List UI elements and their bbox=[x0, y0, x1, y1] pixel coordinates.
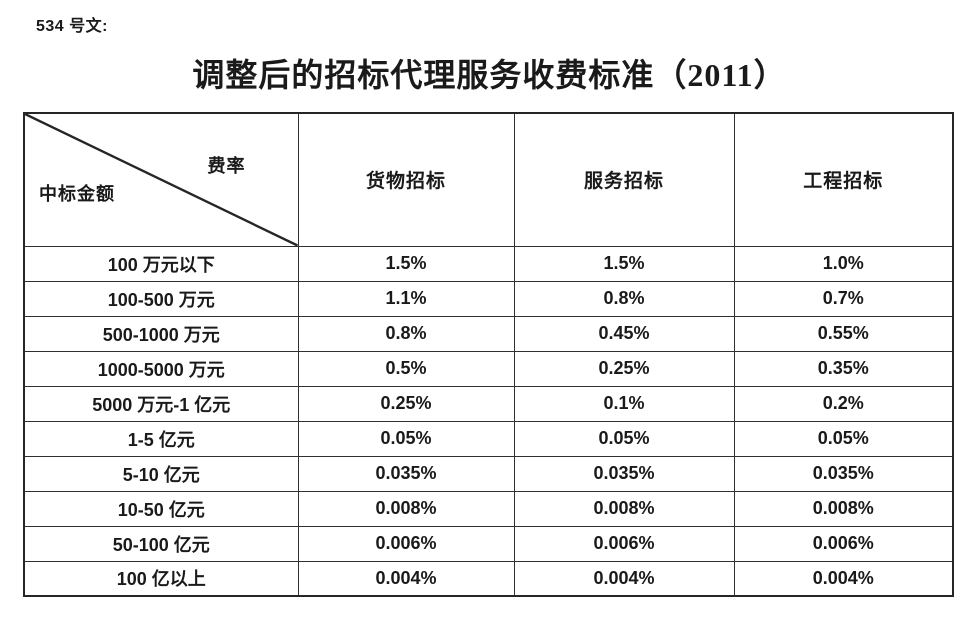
header-row: 费率 中标金额 货物招标 服务招标 工程招标 bbox=[23, 112, 954, 247]
table-row: 100 万元以下 1.5% 1.5% 1.0% bbox=[23, 245, 954, 282]
goods-rate-cell: 0.5% bbox=[297, 350, 515, 387]
service-rate-cell: 0.004% bbox=[513, 560, 735, 597]
goods-rate-cell: 0.008% bbox=[297, 490, 515, 527]
row-label-cell: 100-500 万元 bbox=[23, 280, 299, 317]
service-rate-cell: 0.006% bbox=[513, 525, 735, 562]
service-rate-cell: 0.25% bbox=[513, 350, 735, 387]
row-label-cell: 1-5 亿元 bbox=[23, 420, 299, 457]
row-label-cell: 5000 万元-1 亿元 bbox=[23, 385, 299, 422]
engineering-rate-cell: 0.05% bbox=[733, 420, 954, 457]
service-rate-cell: 0.008% bbox=[513, 490, 735, 527]
table-row: 50-100 亿元 0.006% 0.006% 0.006% bbox=[23, 525, 954, 562]
diagonal-divider-line bbox=[25, 114, 298, 246]
row-label-cell: 10-50 亿元 bbox=[23, 490, 299, 527]
engineering-rate-cell: 0.2% bbox=[733, 385, 954, 422]
engineering-rate-cell: 0.35% bbox=[733, 350, 954, 387]
service-rate-cell: 0.035% bbox=[513, 455, 735, 492]
service-rate-cell: 0.45% bbox=[513, 315, 735, 352]
engineering-rate-cell: 0.7% bbox=[733, 280, 954, 317]
row-label-cell: 1000-5000 万元 bbox=[23, 350, 299, 387]
engineering-rate-cell: 0.035% bbox=[733, 455, 954, 492]
service-rate-cell: 0.1% bbox=[513, 385, 735, 422]
table-row: 10-50 亿元 0.008% 0.008% 0.008% bbox=[23, 490, 954, 527]
goods-rate-cell: 0.8% bbox=[297, 315, 515, 352]
doc-number: 534 号文: bbox=[36, 18, 108, 35]
service-rate-cell: 0.8% bbox=[513, 280, 735, 317]
corner-header-cell: 费率 中标金额 bbox=[23, 112, 299, 247]
row-label-cell: 5-10 亿元 bbox=[23, 455, 299, 492]
table-row: 5000 万元-1 亿元 0.25% 0.1% 0.2% bbox=[23, 385, 954, 422]
column-header-goods-tender: 货物招标 bbox=[297, 112, 515, 247]
column-header-service-tender: 服务招标 bbox=[513, 112, 735, 247]
engineering-rate-cell: 0.55% bbox=[733, 315, 954, 352]
table-row: 100-500 万元 1.1% 0.8% 0.7% bbox=[23, 280, 954, 317]
page-title: 调整后的招标代理服务收费标准（2011） bbox=[192, 57, 787, 93]
service-rate-cell: 0.05% bbox=[513, 420, 735, 457]
goods-rate-cell: 0.25% bbox=[297, 385, 515, 422]
goods-rate-cell: 0.004% bbox=[297, 560, 515, 597]
column-header-engineering-tender: 工程招标 bbox=[733, 112, 954, 247]
engineering-rate-cell: 1.0% bbox=[733, 245, 954, 282]
goods-rate-cell: 1.1% bbox=[297, 280, 515, 317]
engineering-rate-cell: 0.008% bbox=[733, 490, 954, 527]
row-label-cell: 50-100 亿元 bbox=[23, 525, 299, 562]
table-row: 500-1000 万元 0.8% 0.45% 0.55% bbox=[23, 315, 954, 352]
goods-rate-cell: 0.05% bbox=[297, 420, 515, 457]
fee-rate-table: 费率 中标金额 货物招标 服务招标 工程招标 100 万元以下 1.5% 1.5… bbox=[23, 112, 954, 597]
corner-label-bid-amount: 中标金额 bbox=[39, 183, 115, 204]
corner-label-rate: 费率 bbox=[207, 156, 246, 176]
row-label-cell: 100 万元以下 bbox=[23, 245, 299, 282]
row-label-cell: 100 亿以上 bbox=[23, 560, 299, 597]
goods-rate-cell: 1.5% bbox=[297, 245, 515, 282]
row-label-cell: 500-1000 万元 bbox=[23, 315, 299, 352]
table-row: 5-10 亿元 0.035% 0.035% 0.035% bbox=[23, 455, 954, 492]
engineering-rate-cell: 0.004% bbox=[733, 560, 954, 597]
table-row: 1-5 亿元 0.05% 0.05% 0.05% bbox=[23, 420, 954, 457]
table-row: 1000-5000 万元 0.5% 0.25% 0.35% bbox=[23, 350, 954, 387]
table-row: 100 亿以上 0.004% 0.004% 0.004% bbox=[23, 560, 954, 597]
goods-rate-cell: 0.006% bbox=[297, 525, 515, 562]
service-rate-cell: 1.5% bbox=[513, 245, 735, 282]
engineering-rate-cell: 0.006% bbox=[733, 525, 954, 562]
goods-rate-cell: 0.035% bbox=[297, 455, 515, 492]
